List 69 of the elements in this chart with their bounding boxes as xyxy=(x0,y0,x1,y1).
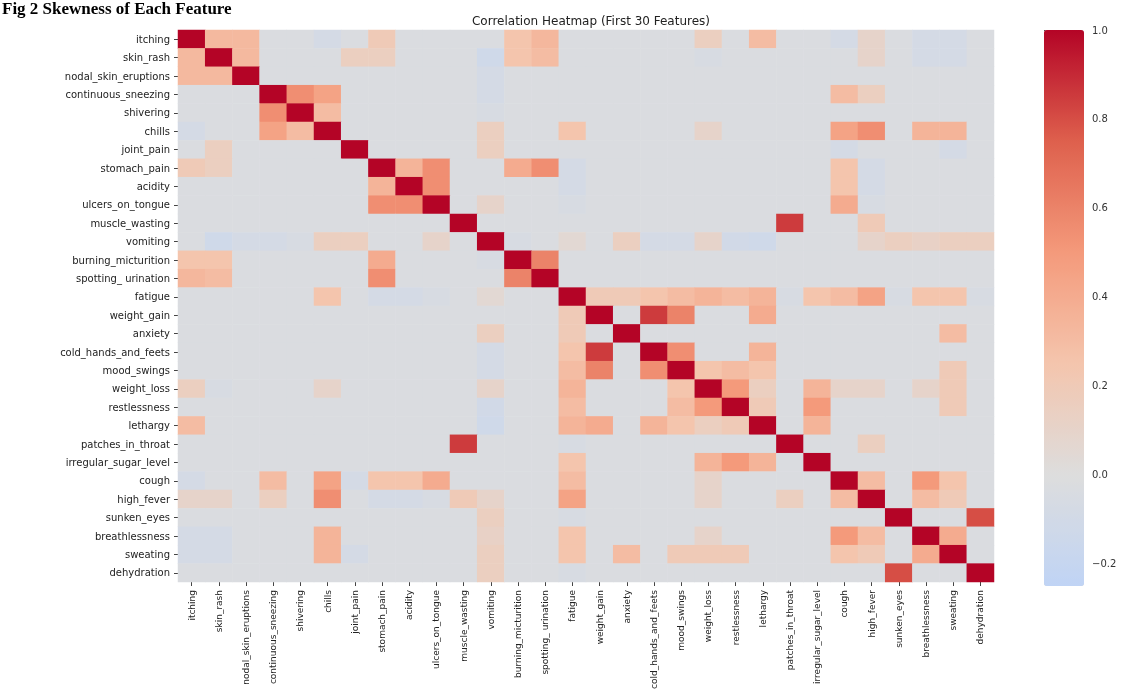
color-bar-label: −0.2 xyxy=(1092,558,1117,570)
y-tick-label: dehydration xyxy=(109,567,170,579)
y-tick-label: muscle_wasting xyxy=(90,217,170,230)
x-tick-label: spotting_ urination xyxy=(540,590,551,675)
y-tick-label: skin_rash xyxy=(123,52,170,65)
x-tick-label: itching xyxy=(186,590,197,621)
x-tick-label: continuous_sneezing xyxy=(268,590,279,685)
y-tick-label: cold_hands_and_feets xyxy=(60,346,170,359)
y-tick-label: fatigue xyxy=(134,291,170,303)
x-tick-label: high_fever xyxy=(866,589,877,638)
y-tick-label: sweating xyxy=(124,548,170,560)
x-tick-label: skin_rash xyxy=(213,590,224,633)
y-tick-label: high_fever xyxy=(117,493,171,506)
x-tick-label: vomiting xyxy=(485,590,496,630)
x-tick-label: lethargy xyxy=(757,589,768,628)
chart-title: Correlation Heatmap (First 30 Features) xyxy=(471,14,711,28)
x-tick-label: muscle_wasting xyxy=(458,590,469,662)
y-tick-label: mood_swings xyxy=(102,364,170,377)
x-tick-label: irregular_sugar_level xyxy=(812,590,823,684)
x-tick-label: cough xyxy=(839,590,850,618)
x-tick-label: breathlessness xyxy=(921,589,931,658)
x-tick-label: chills xyxy=(322,589,333,613)
y-tick-label: ulcers_on_tongue xyxy=(82,199,170,212)
y-tick-label: nodal_skin_eruptions xyxy=(64,70,170,83)
x-tick-label: stomach_pain xyxy=(377,590,387,653)
x-tick-label: patches_in_throat xyxy=(785,589,795,671)
y-tick-label: sunken_eyes xyxy=(105,512,170,525)
y-tick-label: restlessness xyxy=(108,401,170,413)
color-bar-label: 0.0 xyxy=(1092,469,1108,481)
y-tick-label: chills xyxy=(144,125,170,137)
x-tick-label: cold_hands_and_feets xyxy=(649,589,659,689)
x-tick-label: shivering xyxy=(295,590,306,632)
x-tick-label: ulcers_on_tongue xyxy=(431,589,442,669)
y-tick-label: burning_micturition xyxy=(72,254,170,267)
x-tick-label: restlessness xyxy=(730,589,741,646)
color-bar-label: 0.6 xyxy=(1092,202,1108,214)
y-tick-label: vomiting xyxy=(126,236,170,248)
y-tick-label: patches_in_throat xyxy=(80,438,171,451)
y-tick-label: continuous_sneezing xyxy=(65,88,170,101)
x-tick-label: sunken_eyes xyxy=(893,589,904,648)
color-bar-label: 0.2 xyxy=(1092,380,1108,392)
x-tick-label: weight_gain xyxy=(594,590,605,645)
y-tick-label: cough xyxy=(139,475,170,487)
x-tick-label: mood_swings xyxy=(676,589,687,651)
caption: Fig 2 Skewness of Each Feature xyxy=(2,0,233,18)
color-bar-label: 0.8 xyxy=(1092,113,1108,125)
y-tick-label: acidity xyxy=(136,180,171,192)
x-tick-label: nodal_skin_eruptions xyxy=(241,589,251,685)
y-tick-label: spotting_ urination xyxy=(75,272,170,285)
y-tick-label: stomach_pain xyxy=(100,162,170,175)
x-tick-label: joint_pain xyxy=(349,590,360,635)
x-tick-label: weight_loss xyxy=(703,589,714,643)
y-tick-label: joint_pain xyxy=(120,144,170,157)
x-tick-label: sweating xyxy=(948,590,959,631)
x-tick-label: anxiety xyxy=(621,589,632,624)
y-tick-label: anxiety xyxy=(132,328,171,340)
color-bar-label: 0.4 xyxy=(1092,291,1108,303)
y-tick-label: shivering xyxy=(124,107,170,119)
x-tick-label: fatigue xyxy=(567,589,578,622)
y-tick-label: itching xyxy=(136,33,170,45)
color-bar-label: 1.0 xyxy=(1092,24,1108,36)
y-tick-label: lethargy xyxy=(128,420,171,432)
y-tick-label: weight_loss xyxy=(111,383,170,396)
x-tick-label: dehydration xyxy=(975,590,986,645)
y-tick-label: irregular_sugar_level xyxy=(65,456,170,469)
x-tick-label: burning_micturition xyxy=(513,590,523,678)
x-tick-label: acidity xyxy=(404,589,415,621)
y-tick-label: breathlessness xyxy=(94,530,170,542)
y-tick-label: weight_gain xyxy=(109,309,170,322)
